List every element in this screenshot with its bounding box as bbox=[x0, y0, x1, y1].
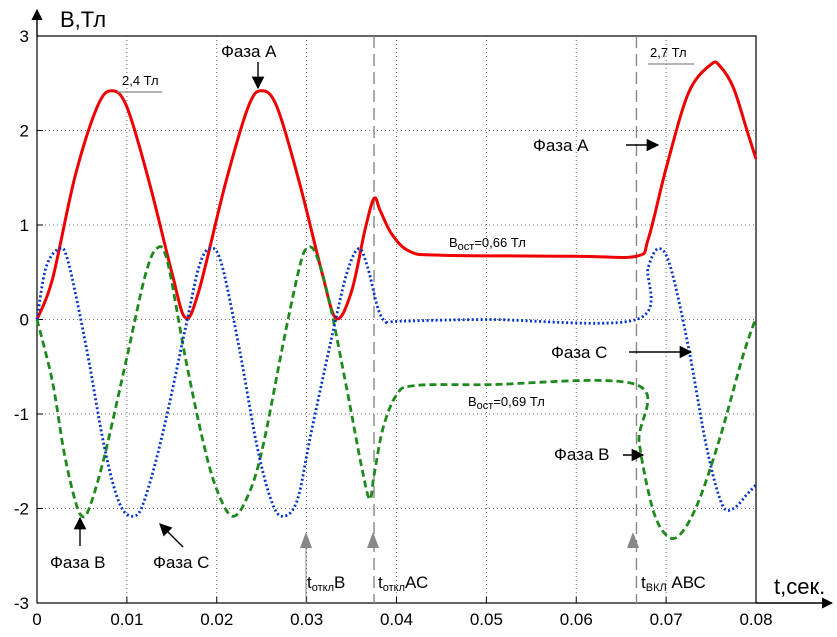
t-on-label: tВКЛ АВС bbox=[641, 573, 706, 594]
x-tick-label: 0.04 bbox=[380, 610, 413, 629]
series-line-A bbox=[35, 60, 758, 321]
x-tick-label: 0.02 bbox=[200, 610, 233, 629]
t-off-ac-label: tотклАС bbox=[378, 573, 428, 594]
y-tick-label: -3 bbox=[14, 594, 29, 613]
phase-a-top-label: Фаза А bbox=[221, 42, 277, 61]
peak-1-label: 2,4 Тл bbox=[122, 73, 159, 88]
x-tick-label: 0.03 bbox=[290, 610, 323, 629]
y-tick-label: 1 bbox=[20, 216, 29, 235]
t-off-b-label: tотклВ bbox=[307, 573, 345, 594]
ticks: 0 0.01 0.02 0.03 0.04 0.05 0.06 0.07 0.08 -3 -2 -1 0… bbox=[14, 27, 773, 629]
phase-c-bottom-label: Фаза С bbox=[153, 553, 209, 572]
annotations: Фаза А Фаза А Фаза В Фаза С Фаза С Фаза … bbox=[50, 42, 706, 603]
x-tick-label: 0 bbox=[32, 610, 41, 629]
vertical-markers bbox=[373, 36, 638, 603]
y-tick-label: -1 bbox=[14, 405, 29, 424]
t-off-b-arrow-icon bbox=[300, 532, 312, 548]
x-tick-label: 0.08 bbox=[739, 610, 772, 629]
phase-a-right-label: Фаза А bbox=[533, 136, 589, 155]
y-tick-label: -2 bbox=[14, 500, 29, 519]
series-group bbox=[35, 60, 758, 540]
phase-c-right-label: Фаза С bbox=[551, 343, 607, 362]
plot-area bbox=[36, 35, 757, 604]
y-tick-label: 2 bbox=[20, 122, 29, 141]
y-axis-label: В,Тл bbox=[60, 7, 106, 32]
x-tick-label: 0.01 bbox=[110, 610, 143, 629]
series-line-B bbox=[35, 245, 758, 540]
phase-b-right-label: Фаза В bbox=[554, 445, 610, 464]
y-tick-label: 0 bbox=[20, 311, 29, 330]
b-residual-a-label: Вост=0,66 Тл bbox=[449, 235, 526, 253]
phase-c-bottom-arrow bbox=[159, 523, 184, 548]
t-on-arrow-icon bbox=[627, 532, 639, 548]
x-tick-label: 0.07 bbox=[650, 610, 683, 629]
phase-b-bottom-label: Фаза В bbox=[50, 553, 106, 572]
grid bbox=[37, 36, 756, 603]
x-tick-label: 0.06 bbox=[560, 610, 593, 629]
x-axis-label: t,сек. bbox=[774, 574, 825, 599]
t-off-ac-arrow-icon bbox=[367, 532, 379, 548]
peak-2-label: 2,7 Тл bbox=[650, 45, 687, 60]
y-tick-label: 3 bbox=[20, 27, 29, 46]
b-residual-b-label: Вост=0,69 Тл bbox=[468, 394, 545, 412]
x-tick-label: 0.05 bbox=[470, 610, 503, 629]
